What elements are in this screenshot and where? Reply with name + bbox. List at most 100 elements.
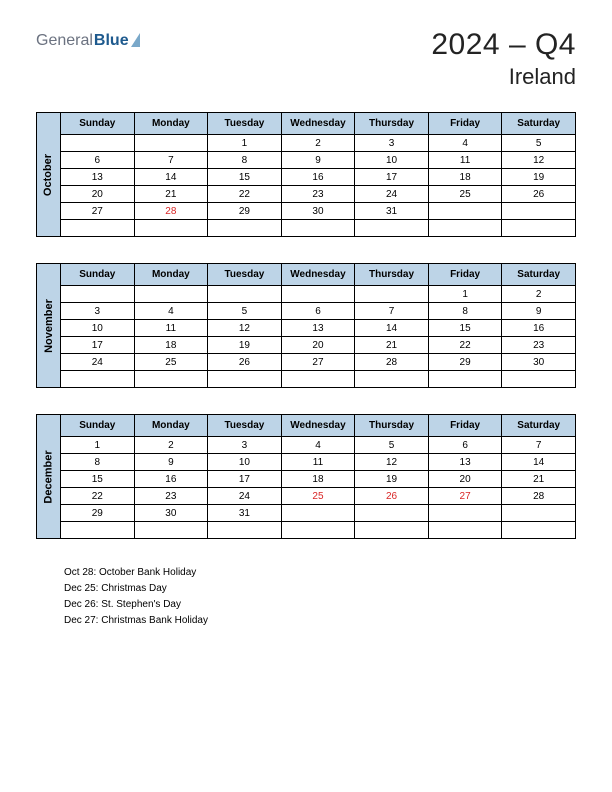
day-cell: 24	[208, 488, 282, 505]
triangle-icon	[131, 33, 140, 47]
day-cell	[428, 203, 502, 220]
day-cell: 6	[428, 437, 502, 454]
day-cell: 31	[355, 203, 429, 220]
day-cell: 24	[355, 186, 429, 203]
day-cell: 19	[502, 169, 576, 186]
day-cell	[208, 286, 282, 303]
table-row: 15161718192021	[61, 471, 576, 488]
month-label: November	[36, 263, 60, 388]
day-cell: 6	[61, 152, 135, 169]
day-cell	[208, 220, 282, 237]
month-name: November	[43, 299, 55, 353]
day-cell	[428, 220, 502, 237]
day-cell	[355, 286, 429, 303]
day-cell	[502, 220, 576, 237]
day-cell	[281, 371, 355, 388]
table-row: 13141516171819	[61, 169, 576, 186]
day-cell	[428, 522, 502, 539]
day-cell: 4	[428, 135, 502, 152]
day-cell: 7	[355, 303, 429, 320]
day-cell: 6	[281, 303, 355, 320]
day-cell: 11	[134, 320, 208, 337]
day-cell: 22	[61, 488, 135, 505]
day-cell: 22	[428, 337, 502, 354]
holiday-line: Oct 28: October Bank Holiday	[64, 565, 576, 581]
logo-text-blue: Blue	[94, 32, 129, 50]
day-cell	[502, 203, 576, 220]
table-row	[61, 522, 576, 539]
day-cell: 12	[502, 152, 576, 169]
table-row: 2728293031	[61, 203, 576, 220]
day-header: Sunday	[61, 113, 135, 135]
day-cell: 12	[208, 320, 282, 337]
day-header: Sunday	[61, 264, 135, 286]
table-row: 6789101112	[61, 152, 576, 169]
holiday-line: Dec 26: St. Stephen's Day	[64, 597, 576, 613]
day-cell: 22	[208, 186, 282, 203]
day-cell: 24	[61, 354, 135, 371]
day-cell: 17	[208, 471, 282, 488]
day-cell: 18	[428, 169, 502, 186]
page-title: 2024 – Q4	[431, 28, 576, 62]
day-header: Tuesday	[208, 264, 282, 286]
day-cell	[281, 505, 355, 522]
day-cell: 3	[355, 135, 429, 152]
day-cell: 5	[502, 135, 576, 152]
day-cell: 25	[281, 488, 355, 505]
day-cell: 17	[61, 337, 135, 354]
day-header: Wednesday	[281, 264, 355, 286]
day-cell: 11	[281, 454, 355, 471]
day-cell	[355, 220, 429, 237]
day-cell: 14	[134, 169, 208, 186]
day-cell: 29	[428, 354, 502, 371]
day-cell: 13	[281, 320, 355, 337]
day-cell	[281, 286, 355, 303]
day-cell: 10	[61, 320, 135, 337]
table-row: 20212223242526	[61, 186, 576, 203]
day-cell: 18	[134, 337, 208, 354]
day-cell: 2	[134, 437, 208, 454]
table-row	[61, 371, 576, 388]
day-cell	[281, 522, 355, 539]
day-cell: 25	[134, 354, 208, 371]
day-cell: 30	[134, 505, 208, 522]
day-header: Wednesday	[281, 113, 355, 135]
day-cell	[134, 522, 208, 539]
day-cell: 8	[61, 454, 135, 471]
day-cell: 14	[502, 454, 576, 471]
month-block: OctoberSundayMondayTuesdayWednesdayThurs…	[36, 112, 576, 237]
table-row	[61, 220, 576, 237]
month-name: December	[43, 450, 55, 503]
table-row: 24252627282930	[61, 354, 576, 371]
logo-text-general: General	[36, 32, 93, 50]
day-cell	[134, 220, 208, 237]
table-row: 12345	[61, 135, 576, 152]
day-cell: 19	[208, 337, 282, 354]
day-header: Friday	[428, 113, 502, 135]
table-row: 22232425262728	[61, 488, 576, 505]
day-cell: 16	[502, 320, 576, 337]
title-block: 2024 – Q4 Ireland	[431, 28, 576, 90]
month-block: DecemberSundayMondayTuesdayWednesdayThur…	[36, 414, 576, 539]
day-cell: 1	[428, 286, 502, 303]
day-cell: 29	[61, 505, 135, 522]
day-cell: 7	[502, 437, 576, 454]
day-cell: 26	[208, 354, 282, 371]
day-cell: 4	[134, 303, 208, 320]
day-header: Saturday	[502, 415, 576, 437]
day-cell: 20	[281, 337, 355, 354]
day-cell: 21	[134, 186, 208, 203]
day-cell	[61, 286, 135, 303]
table-row: 3456789	[61, 303, 576, 320]
day-cell: 15	[208, 169, 282, 186]
day-cell: 1	[61, 437, 135, 454]
day-cell: 30	[502, 354, 576, 371]
day-cell: 25	[428, 186, 502, 203]
day-cell: 28	[502, 488, 576, 505]
day-cell	[134, 371, 208, 388]
day-header: Sunday	[61, 415, 135, 437]
day-cell: 23	[281, 186, 355, 203]
day-cell: 16	[134, 471, 208, 488]
table-row: 17181920212223	[61, 337, 576, 354]
day-cell: 3	[208, 437, 282, 454]
